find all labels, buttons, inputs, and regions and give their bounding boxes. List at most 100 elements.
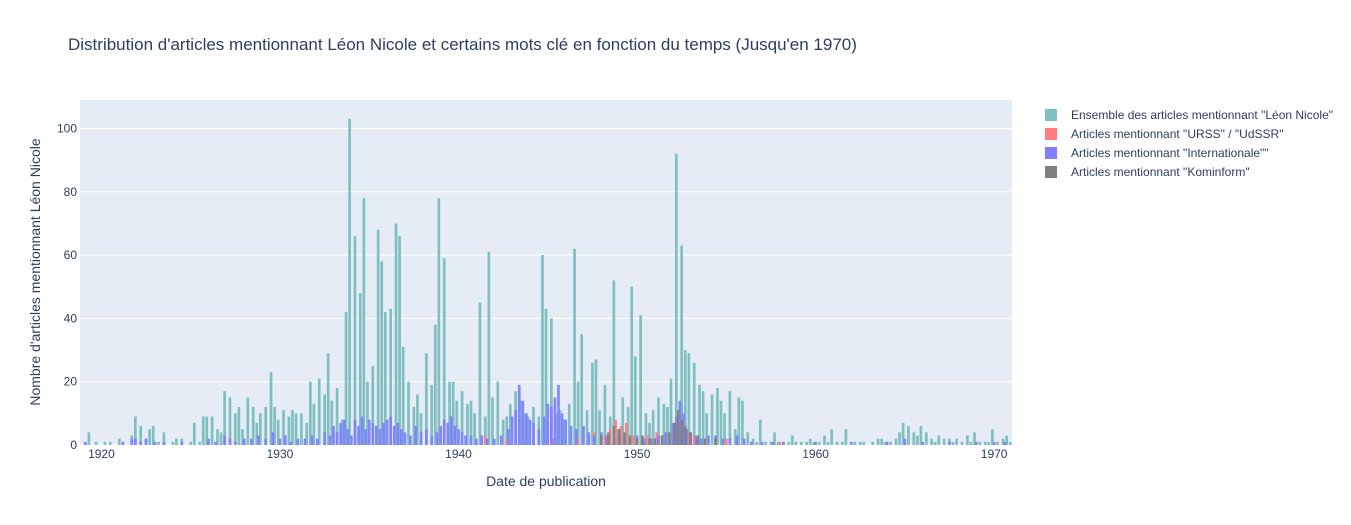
bar[interactable] <box>641 435 644 446</box>
bar[interactable] <box>258 413 262 445</box>
legend-swatch[interactable] <box>1045 128 1057 140</box>
bar[interactable] <box>398 236 401 445</box>
bar[interactable] <box>660 435 664 446</box>
bar[interactable] <box>433 324 437 445</box>
bar[interactable] <box>746 432 750 445</box>
bar[interactable] <box>339 422 343 445</box>
bar[interactable] <box>671 422 675 445</box>
bar[interactable] <box>607 432 610 445</box>
bar[interactable] <box>532 422 535 445</box>
bar[interactable] <box>612 426 616 445</box>
bar[interactable] <box>453 426 457 445</box>
bar[interactable] <box>401 346 405 445</box>
bar[interactable] <box>541 255 544 445</box>
bar[interactable] <box>394 223 398 445</box>
bar[interactable] <box>376 229 380 445</box>
bar[interactable] <box>501 419 505 445</box>
bar[interactable] <box>973 432 976 445</box>
bar[interactable] <box>455 400 459 445</box>
legend-label[interactable]: Articles mentionnant "Internationale"" <box>1071 146 1269 160</box>
bar[interactable] <box>644 413 648 445</box>
bar[interactable] <box>919 426 923 445</box>
bar[interactable] <box>805 441 809 445</box>
bar[interactable] <box>951 441 955 445</box>
bar[interactable] <box>416 394 419 445</box>
bar[interactable] <box>144 438 148 445</box>
bar[interactable] <box>741 400 744 445</box>
bar[interactable] <box>966 435 969 446</box>
bar[interactable] <box>237 407 241 445</box>
bar[interactable] <box>749 441 753 445</box>
bar[interactable] <box>84 441 87 445</box>
bar[interactable] <box>621 397 625 445</box>
bar[interactable] <box>912 432 916 445</box>
bar[interactable] <box>550 318 553 445</box>
bar[interactable] <box>651 410 655 445</box>
bar[interactable] <box>273 407 276 445</box>
bar[interactable] <box>451 381 455 445</box>
bar[interactable] <box>151 426 155 445</box>
bar[interactable] <box>669 378 673 445</box>
bar[interactable] <box>694 435 698 446</box>
bar[interactable] <box>308 381 312 445</box>
bar[interactable] <box>657 397 660 445</box>
bar[interactable] <box>628 435 632 446</box>
legend-label[interactable]: Articles mentionnant "Kominform" <box>1071 165 1250 179</box>
bar[interactable] <box>257 435 260 446</box>
bar[interactable] <box>214 441 218 445</box>
bar[interactable] <box>525 413 528 445</box>
bar[interactable] <box>799 441 803 445</box>
bar[interactable] <box>233 413 237 445</box>
bar[interactable] <box>205 416 209 445</box>
bar[interactable] <box>617 429 621 445</box>
bar[interactable] <box>528 419 532 445</box>
bar[interactable] <box>560 413 564 445</box>
bar[interactable] <box>219 432 223 445</box>
bar[interactable] <box>241 429 244 445</box>
bar[interactable] <box>642 438 646 445</box>
bar[interactable] <box>728 438 732 445</box>
bar[interactable] <box>460 432 464 445</box>
bar[interactable] <box>464 435 467 446</box>
bar[interactable] <box>576 438 580 445</box>
bar[interactable] <box>348 118 351 446</box>
bar[interactable] <box>682 413 685 445</box>
bar[interactable] <box>632 435 635 446</box>
bar[interactable] <box>625 422 628 445</box>
bar[interactable] <box>557 384 560 445</box>
bar[interactable] <box>278 438 282 445</box>
bar[interactable] <box>544 308 548 445</box>
bar[interactable] <box>153 441 157 445</box>
bar[interactable] <box>400 429 403 445</box>
bar[interactable] <box>507 429 510 445</box>
bar[interactable] <box>992 441 996 445</box>
bar[interactable] <box>442 258 446 445</box>
bar[interactable] <box>696 435 700 446</box>
bar[interactable] <box>442 419 446 445</box>
bar[interactable] <box>446 422 450 445</box>
bar[interactable] <box>600 435 603 446</box>
bar[interactable] <box>580 334 584 445</box>
bar[interactable] <box>853 441 857 445</box>
bar[interactable] <box>814 441 817 445</box>
bar[interactable] <box>358 293 362 445</box>
bar[interactable] <box>703 438 707 445</box>
bar[interactable] <box>148 429 151 445</box>
bar[interactable] <box>341 419 344 445</box>
bar[interactable] <box>317 378 321 445</box>
legend-swatch[interactable] <box>1045 147 1057 159</box>
bar[interactable] <box>475 438 478 445</box>
bar[interactable] <box>648 438 651 445</box>
legend-label[interactable]: Ensemble des articles mentionnant "Léon … <box>1071 108 1333 122</box>
bar[interactable] <box>562 419 566 445</box>
bar[interactable] <box>776 441 780 445</box>
bar[interactable] <box>758 419 762 445</box>
bar[interactable] <box>603 435 607 446</box>
bar[interactable] <box>335 432 339 445</box>
bar[interactable] <box>616 429 619 445</box>
bar[interactable] <box>666 407 669 445</box>
bar[interactable] <box>228 438 232 445</box>
bar[interactable] <box>858 441 862 445</box>
bar[interactable] <box>233 441 237 445</box>
bar[interactable] <box>1005 435 1008 446</box>
